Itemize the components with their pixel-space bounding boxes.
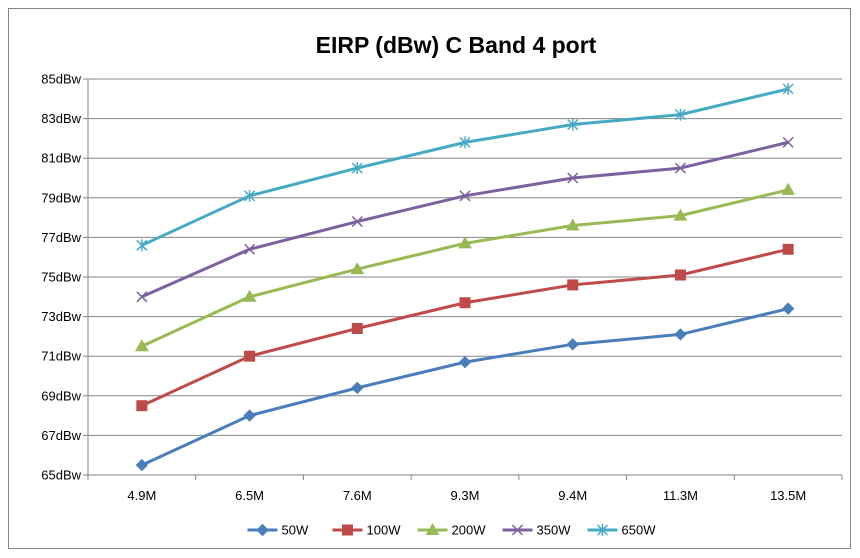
data-point: [459, 297, 471, 309]
legend-item: 50W: [247, 523, 309, 538]
series-100W: [136, 243, 794, 412]
y-tick-label: 77dBw: [41, 230, 81, 245]
x-tick-label: 9.4M: [558, 488, 587, 503]
legend-label: 50W: [282, 523, 309, 538]
y-tick-label: 65dBw: [41, 468, 81, 483]
data-point: [350, 262, 365, 275]
data-point: [459, 190, 471, 202]
legend-item: 350W: [502, 523, 572, 538]
data-point: [136, 239, 148, 252]
data-point: [782, 136, 794, 148]
data-point: [567, 279, 579, 291]
x-tick-label: 13.5M: [770, 488, 806, 503]
chart-frame: [8, 8, 851, 549]
data-point: [244, 189, 256, 202]
legend-label: 350W: [537, 523, 572, 538]
data-point: [567, 172, 579, 184]
y-tick-label: 67dBw: [41, 428, 81, 443]
legend-label: 650W: [622, 523, 657, 538]
grid-layer: [88, 78, 842, 436]
series-layer: [134, 82, 796, 472]
y-tick-label: 81dBw: [41, 151, 81, 166]
legend-marker: [425, 522, 440, 535]
legend-item: 200W: [417, 522, 487, 538]
data-point: [781, 302, 795, 315]
y-tick-label: 85dBw: [41, 72, 81, 87]
series-200W: [134, 182, 796, 352]
data-point: [459, 136, 471, 149]
series-line: [141, 188, 789, 348]
legend-marker: [256, 523, 269, 537]
data-point: [674, 162, 686, 174]
y-tick-label: 83dBw: [41, 111, 81, 126]
x-tick-label: 4.9M: [127, 488, 156, 503]
data-point: [782, 82, 794, 95]
y-tick-label: 75dBw: [41, 270, 81, 285]
legend-item: 650W: [587, 523, 657, 538]
data-point: [135, 458, 149, 472]
series-line: [141, 307, 789, 467]
chart-title: EIRP (dBw) C Band 4 port: [316, 32, 597, 58]
data-point: [565, 218, 580, 231]
data-point: [244, 350, 256, 362]
legend-label: 100W: [367, 523, 402, 538]
data-point: [136, 400, 148, 412]
series-650W: [136, 82, 794, 252]
data-point: [458, 355, 472, 369]
x-tick-label: 7.6M: [343, 488, 372, 503]
y-tick-label: 71dBw: [41, 349, 81, 364]
data-point: [674, 269, 686, 281]
data-point: [243, 409, 256, 422]
data-point: [134, 339, 149, 352]
data-point: [351, 322, 363, 334]
legend-marker: [511, 524, 524, 536]
x-tick-label: 11.3M: [663, 488, 698, 503]
legend-marker: [342, 524, 353, 536]
series-50W: [135, 302, 795, 472]
y-tick-label: 69dBw: [41, 388, 81, 403]
legend-item: 100W: [332, 523, 402, 538]
axis-layer: 65dBw 67dBw 69dBw 71dBw 73dBw 75dBw 77dBw 79dBw…: [41, 72, 843, 503]
data-point: [351, 381, 364, 395]
data-point: [673, 208, 688, 221]
data-point: [782, 243, 794, 255]
data-point: [136, 291, 148, 303]
data-point: [567, 118, 579, 131]
data-point: [242, 289, 257, 302]
legend: 50W 100W 200W 350W 650W: [247, 522, 657, 538]
data-point: [566, 338, 579, 351]
legend-marker: [596, 524, 609, 536]
legend-label: 200W: [452, 523, 487, 538]
y-tick-label: 79dBw: [41, 190, 81, 205]
data-point: [781, 182, 796, 195]
data-point: [458, 236, 472, 249]
data-point: [244, 243, 256, 255]
series-line: [141, 247, 789, 408]
series-350W: [136, 136, 794, 303]
series-line: [141, 87, 789, 247]
data-point: [674, 328, 687, 341]
data-point: [351, 216, 363, 228]
x-tick-label: 6.5M: [235, 488, 264, 503]
y-tick-label: 73dBw: [41, 309, 81, 324]
data-point: [351, 162, 363, 175]
x-tick-label: 9.3M: [451, 488, 480, 503]
data-point: [674, 108, 686, 121]
